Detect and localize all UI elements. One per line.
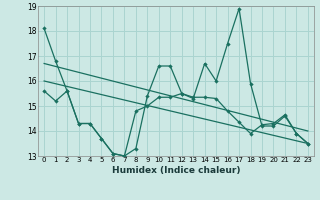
X-axis label: Humidex (Indice chaleur): Humidex (Indice chaleur) <box>112 166 240 175</box>
